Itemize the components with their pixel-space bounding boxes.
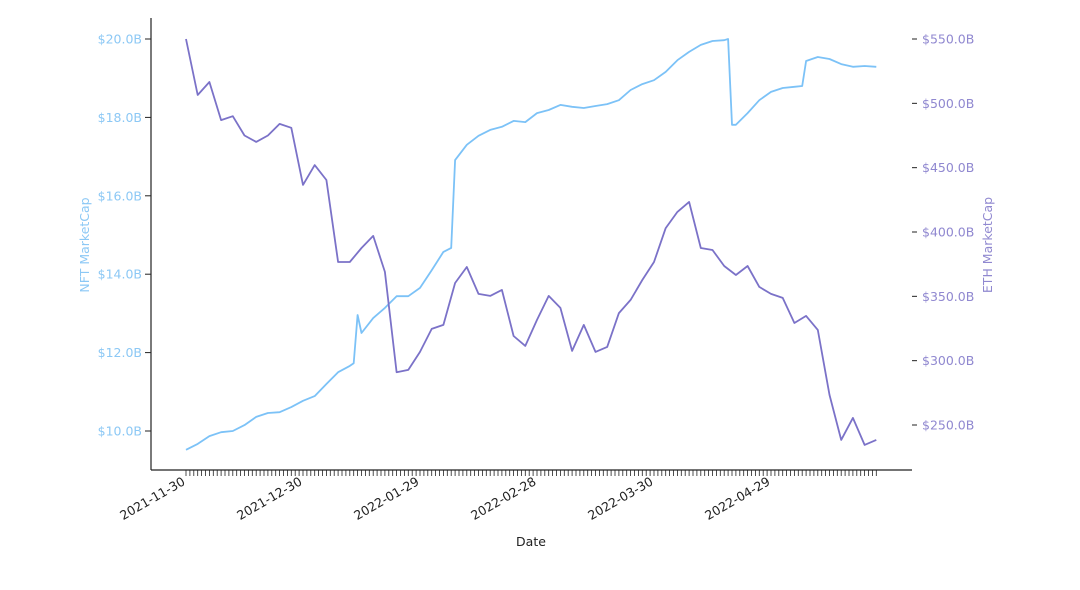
x-tick-label: 2022-03-30	[585, 474, 655, 523]
right-tick-label: $400.0B	[922, 225, 974, 240]
right-tick-label: $300.0B	[922, 353, 974, 368]
left-tick-label: $12.0B	[98, 345, 142, 360]
x-tick-label: 2021-11-30	[117, 474, 187, 523]
left-tick-label: $20.0B	[98, 32, 142, 47]
x-tick-label: 2022-02-28	[468, 474, 538, 523]
right-tick-label: $450.0B	[922, 160, 974, 175]
nft-marketcap-line	[185, 38, 877, 451]
x-axis-label: Date	[516, 534, 546, 549]
x-minor-ticks	[185, 470, 877, 476]
right-tick-label: $550.0B	[922, 32, 974, 47]
right-tick-label: $350.0B	[922, 289, 974, 304]
left-axis-ticks: $10.0B $12.0B $14.0B $16.0B $18.0B $20.0B	[98, 32, 151, 439]
left-axis-label: NFT MarketCap	[77, 197, 92, 292]
series-lines	[185, 38, 877, 451]
eth-marketcap-line	[185, 38, 877, 446]
right-tick-label: $250.0B	[922, 418, 974, 433]
left-tick-label: $14.0B	[98, 267, 142, 282]
right-axis-label: ETH MarketCap	[980, 197, 995, 293]
left-tick-label: $16.0B	[98, 188, 142, 203]
left-tick-label: $10.0B	[98, 424, 142, 439]
right-tick-label: $500.0B	[922, 96, 974, 111]
left-tick-label: $18.0B	[98, 110, 142, 125]
x-tick-label: 2022-01-29	[351, 474, 421, 523]
right-axis-ticks: $250.0B $300.0B $350.0B $400.0B $450.0B $500.…	[912, 32, 974, 433]
x-tick-label: 2022-04-29	[702, 474, 772, 523]
x-tick-label: 2021-12-30	[234, 474, 304, 523]
x-axis-ticks: 2021-11-30 2021-12-30 2022-01-29 2022-02-28…	[117, 474, 772, 523]
